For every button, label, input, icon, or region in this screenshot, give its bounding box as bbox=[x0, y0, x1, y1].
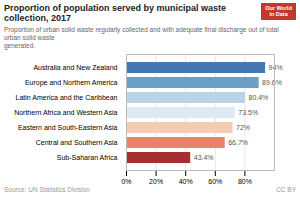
svg-text:0%: 0% bbox=[121, 179, 131, 186]
svg-text:Europe and Northern America: Europe and Northern America bbox=[25, 79, 118, 87]
html-text:Proportion of population serve: Proportion of population served by munic… bbox=[4, 3, 226, 24]
html-text:Our World: Our World bbox=[265, 5, 292, 11]
svg-text:89.6%: 89.6% bbox=[262, 79, 282, 86]
svg-text:94%: 94% bbox=[269, 64, 283, 71]
html-text:Source: UN Statistics Division: Source: UN Statistics Division bbox=[4, 186, 90, 194]
svg-text:Central and Southern Asia: Central and Southern Asia bbox=[36, 139, 118, 146]
html-text:in Data: in Data bbox=[269, 11, 288, 18]
svg-text:20%: 20% bbox=[149, 179, 163, 186]
svg-text:80%: 80% bbox=[238, 179, 252, 186]
svg-text:66.7%: 66.7% bbox=[228, 139, 248, 146]
svg-text:40%: 40% bbox=[179, 179, 193, 186]
svg-text:Latin America and the Caribbea: Latin America and the Caribbean bbox=[16, 94, 118, 101]
svg-text:73.5%: 73.5% bbox=[238, 109, 258, 116]
svg-text:Australia and New Zealand: Australia and New Zealand bbox=[33, 64, 117, 71]
svg-text:Northern Africa and Western As: Northern Africa and Western Asia bbox=[14, 109, 117, 116]
svg-text:60%: 60% bbox=[208, 179, 222, 186]
svg-text:72%: 72% bbox=[236, 124, 250, 131]
svg-text:Eastern and South-Eastern Asia: Eastern and South-Eastern Asia bbox=[18, 124, 118, 131]
html-text:CC BY: CC BY bbox=[276, 186, 296, 194]
html-text:Proportion of urban solid wast: Proportion of urban solid waste regularl… bbox=[4, 25, 279, 49]
svg-text:80.4%: 80.4% bbox=[248, 94, 268, 101]
svg-text:Sub-Saharan Africa: Sub-Saharan Africa bbox=[57, 154, 118, 161]
svg-text:43.4%: 43.4% bbox=[194, 154, 214, 161]
